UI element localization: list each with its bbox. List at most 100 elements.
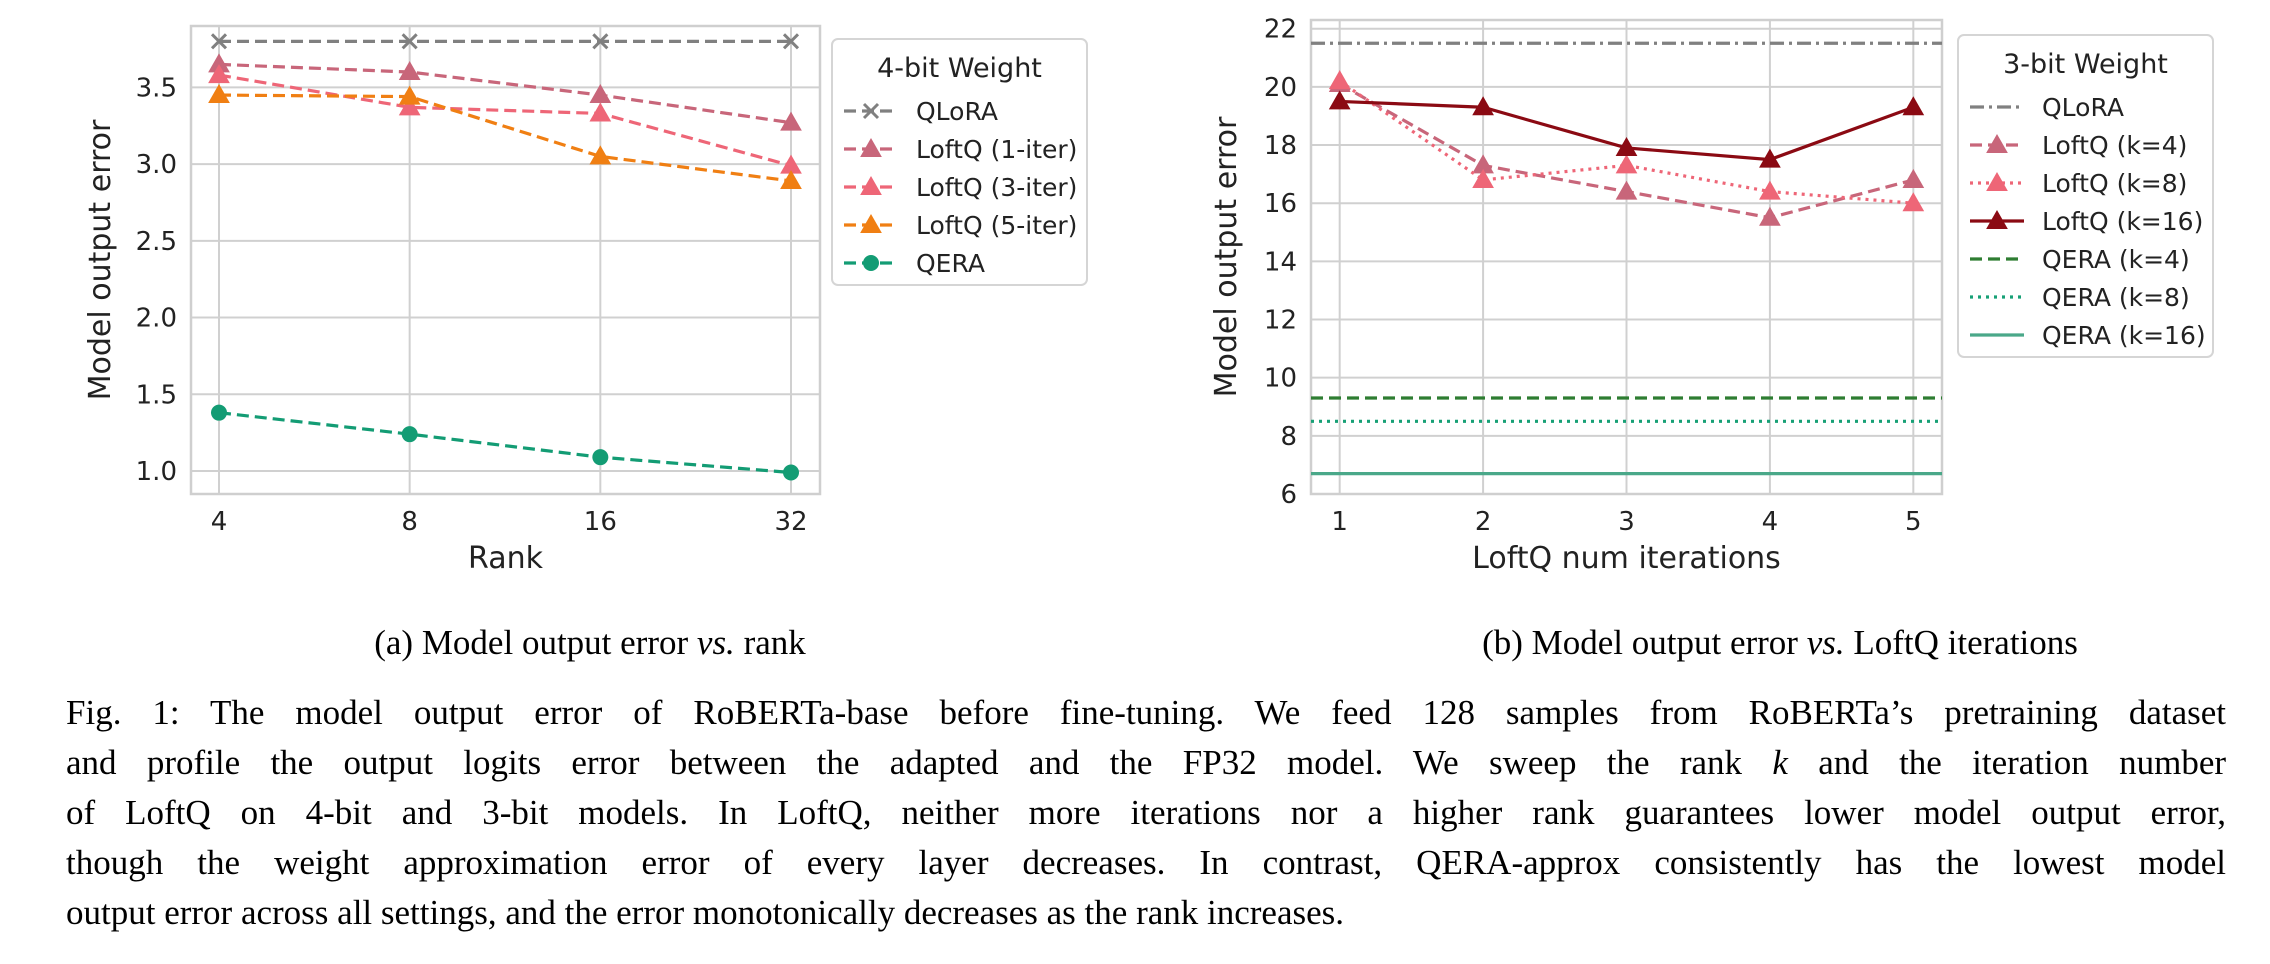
panel-a-legend: 4-bit Weight QLoRA LoftQ (1-iter) LoftQ (3-… — [831, 38, 1088, 286]
panel-b-point-loftq-k-16-1 — [1472, 96, 1494, 116]
panel-b-legend-label-qera-k-8: QERA (k=8) — [2042, 283, 2190, 312]
panel-a-legend-label-qlora: QLoRA — [916, 97, 998, 126]
panel-a-point-loftq-5-iter-1 — [398, 85, 421, 105]
panel-a-line-loftq-1-iter — [218, 62, 792, 125]
panel-a-series-qera — [211, 404, 799, 481]
panel-b-legend-marker-loftq-k-8 — [1986, 171, 2008, 191]
panel-b-legend-label-qera-k-4: QERA (k=4) — [2042, 245, 2190, 274]
panel-a-y-tick-label: 2.0 — [136, 304, 177, 334]
panel-a-line-qera — [218, 411, 792, 475]
panel-a-line-loftq-5-iter — [218, 93, 792, 183]
panel-a-point-loftq-1-iter-1 — [398, 61, 421, 81]
panel-a-point-qera-2 — [592, 449, 609, 466]
panel-a-point-loftq-3-iter-0 — [208, 64, 230, 84]
panel-b-y-tick-label: 6 — [1280, 480, 1297, 510]
panel-b-point-loftq-k-8-1 — [1472, 168, 1494, 188]
panel-a-point-qera-3 — [783, 464, 799, 481]
panel-a-line-loftq-3-iter — [218, 73, 792, 168]
panel-b-point-loftq-k-4-3 — [1759, 206, 1781, 226]
panel-a-legend-marker-loftq-5-iter — [860, 213, 882, 233]
panel-b-plot-frame — [1309, 18, 1944, 496]
panel-b-y-tick-label: 10 — [1264, 364, 1297, 394]
panel-b-y-axis-label: Model output error — [1209, 116, 1244, 397]
panel-b-y-tick-label: 16 — [1264, 189, 1297, 219]
panel-a-y-tick-label: 1.5 — [136, 380, 177, 410]
panel-a-subcaption-prefix: (a) Model output error — [374, 623, 697, 662]
panel-a-legend-marker-loftq-3-iter — [860, 175, 882, 195]
panel-b-legend-label-qlora: QLoRA — [2042, 93, 2124, 122]
panel-b-series-loftq-k-8 — [1328, 70, 1925, 212]
panel-a-legend-label-loftq-3-iter: LoftQ (3-iter) — [916, 173, 1077, 202]
panel-a-legend-marker-qera — [863, 255, 879, 271]
panel-b-legend-label-qera-k-16: QERA (k=16) — [2042, 321, 2206, 350]
panel-a-legend-marker-loftq-1-iter — [860, 137, 882, 157]
panel-a-point-loftq-5-iter-3 — [780, 169, 802, 189]
panel-b-point-loftq-k-16-2 — [1615, 136, 1638, 156]
panel-a-point-qlora-2 — [592, 33, 609, 50]
panel-a-x-tick-label: 4 — [211, 507, 228, 537]
caption-line-5: output error across all settings, and th… — [66, 893, 1345, 932]
panel-a-point-qlora-0 — [210, 33, 228, 50]
panel-a-point-qera-1 — [401, 426, 418, 443]
panel-a-legend-marker-qlora — [862, 102, 880, 120]
panel-a-y-tick-label: 3.0 — [136, 150, 177, 180]
figure-caption: Fig. 1: The model output error of RoBERT… — [66, 688, 2226, 938]
panel-b-point-loftq-k-16-3 — [1759, 148, 1781, 168]
panel-b-point-loftq-k-4-2 — [1615, 180, 1638, 200]
panel-a-series-loftq-3-iter — [208, 64, 802, 174]
panel-b-subcaption-prefix: (b) Model output error — [1482, 623, 1807, 662]
panel-a-legend-title: 4-bit Weight — [877, 53, 1042, 84]
panel-b-x-tick-label: 2 — [1475, 507, 1492, 537]
panel-a-legend-box — [831, 38, 1088, 286]
panel-b-y-tick-label: 22 — [1264, 15, 1297, 45]
panel-a-series-loftq-5-iter — [208, 84, 802, 189]
panel-a-subcaption: (a) Model output error vs. rank — [374, 623, 806, 662]
panel-b-point-loftq-k-16-4 — [1902, 96, 1925, 116]
panel-b-point-loftq-k-8-0 — [1328, 70, 1351, 90]
panel-a-x-tick-label: 8 — [401, 507, 418, 537]
caption-line-2: and profile the output logits error betw… — [66, 738, 2226, 788]
panel-b-y-tick-label: 20 — [1264, 73, 1297, 103]
caption-line-2-rest: and the iteration number — [1787, 743, 2227, 782]
caption-line-2-text: and profile the output logits error betw… — [66, 743, 1743, 782]
panel-a-chart: 4 8 16 32 1.0 1.5 2.0 2.5 3.0 3.5 Rank Model output… — [83, 24, 1088, 662]
panel-b-line-loftq-k-8 — [1338, 79, 1914, 205]
panel-a-x-axis-label: Rank — [468, 541, 544, 576]
panel-b-point-loftq-k-4-4 — [1902, 168, 1925, 188]
panel-b-x-axis-label: LoftQ num iterations — [1472, 541, 1781, 576]
panel-a-subcaption-suffix: rank — [735, 623, 806, 662]
panel-b-x-tick-label: 5 — [1905, 507, 1922, 537]
panel-b-legend-marker-loftq-k-4 — [1986, 133, 2008, 153]
panel-b-point-loftq-k-8-4 — [1902, 192, 1925, 212]
panel-a-point-qlora-1 — [401, 33, 418, 50]
panel-b-legend-box — [1957, 34, 2214, 358]
caption-line-1: Fig. 1: The model output error of RoBERT… — [66, 693, 2226, 732]
panel-b-x-tick-label: 3 — [1618, 507, 1635, 537]
panel-a-legend-label-loftq-1-iter: LoftQ (1-iter) — [916, 135, 1077, 164]
panel-b-y-tick-label: 8 — [1280, 422, 1297, 452]
panel-a-x-tick-label: 16 — [584, 507, 617, 537]
panel-b-legend-label-loftq-k-4: LoftQ (k=4) — [2042, 131, 2187, 160]
panel-b-y-tick-label: 14 — [1264, 247, 1297, 277]
panel-a-point-loftq-5-iter-0 — [208, 84, 230, 104]
panel-b-x-tick-label: 4 — [1762, 507, 1779, 537]
panel-b-x-tick-label: 1 — [1331, 507, 1348, 537]
panel-b-subcaption: (b) Model output error vs. LoftQ iterati… — [1482, 623, 2078, 662]
caption-line-4: though the weight approximation error of… — [66, 843, 2226, 882]
panel-a-x-tick-label: 32 — [774, 507, 807, 537]
panel-a-legend-label-qera: QERA — [916, 249, 985, 278]
panel-b-y-tick-label: 18 — [1264, 131, 1297, 161]
panel-b-legend-title: 3-bit Weight — [2003, 49, 2168, 80]
panel-a-y-tick-label: 1.0 — [136, 457, 177, 487]
panel-b-legend: 3-bit Weight QLoRA LoftQ (k=4) LoftQ (k=8) L… — [1957, 34, 2214, 358]
panel-a-point-loftq-3-iter-2 — [589, 102, 612, 122]
caption-rank-variable: k — [1772, 743, 1788, 782]
panel-a-point-loftq-3-iter-1 — [398, 96, 421, 116]
panel-a-y-axis-label: Model output error — [83, 119, 118, 400]
panel-b-y-tick-label: 12 — [1264, 306, 1297, 336]
panel-a-legend-label-loftq-5-iter: LoftQ (5-iter) — [916, 211, 1077, 240]
panel-a-y-tick-label: 3.5 — [136, 73, 177, 103]
panel-b-point-loftq-k-16-0 — [1328, 90, 1351, 110]
